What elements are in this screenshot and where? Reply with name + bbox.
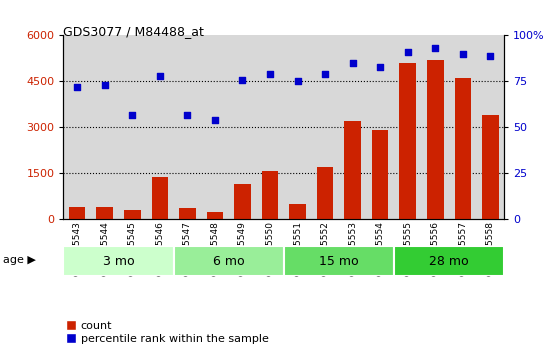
Bar (394, 246, 504, 276)
Bar (124, 210, 141, 219)
Point (183, 112, 192, 118)
Bar (372, 130, 388, 219)
Point (321, 71, 329, 77)
Bar (152, 177, 168, 219)
Text: age ▶: age ▶ (3, 255, 36, 265)
Text: 28 mo: 28 mo (429, 255, 469, 268)
Point (293, 79, 302, 84)
Point (238, 77, 247, 82)
Point (210, 117, 219, 123)
Point (458, 51, 467, 57)
Point (73, 84, 82, 90)
Bar (317, 167, 333, 219)
Bar (63, 246, 174, 276)
Bar (174, 246, 284, 276)
Bar (289, 205, 306, 219)
Point (155, 73, 164, 79)
Bar (482, 115, 499, 219)
Text: 15 mo: 15 mo (319, 255, 359, 268)
Bar (455, 78, 471, 219)
Point (100, 82, 109, 88)
Bar (96, 207, 113, 219)
Bar (234, 184, 251, 219)
Bar (427, 60, 444, 219)
Bar (284, 246, 394, 276)
Bar (399, 63, 416, 219)
Bar (262, 171, 278, 219)
Point (431, 45, 440, 51)
Legend: count, percentile rank within the sample: count, percentile rank within the sample (61, 316, 273, 348)
Point (348, 60, 357, 66)
Bar (179, 209, 196, 219)
Text: 3 mo: 3 mo (102, 255, 134, 268)
Point (266, 71, 274, 77)
Bar (207, 211, 223, 219)
Bar (69, 207, 85, 219)
Point (486, 53, 495, 58)
Bar (344, 121, 361, 219)
Point (376, 64, 385, 69)
Point (128, 112, 137, 118)
Text: 6 mo: 6 mo (213, 255, 245, 268)
Point (403, 49, 412, 55)
Text: GDS3077 / M84488_at: GDS3077 / M84488_at (63, 25, 204, 38)
